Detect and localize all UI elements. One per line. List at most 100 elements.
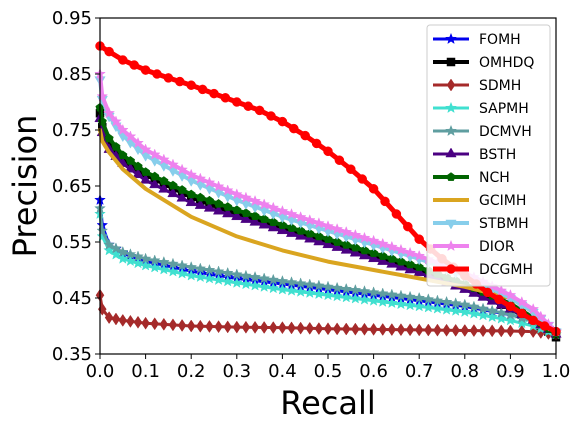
data-point xyxy=(231,210,243,221)
data-point xyxy=(118,55,128,65)
series-sdmh xyxy=(95,288,561,341)
data-point xyxy=(167,158,179,170)
legend-item-sdmh: SDMH xyxy=(433,78,521,94)
data-point xyxy=(451,323,460,337)
legend-item-gcimh: GCIMH xyxy=(433,193,526,209)
data-point xyxy=(286,223,297,232)
data-point xyxy=(194,172,207,184)
legend-marker xyxy=(446,78,456,92)
data-point xyxy=(395,297,407,310)
data-point xyxy=(258,280,271,292)
data-point xyxy=(385,240,398,252)
data-point xyxy=(413,300,426,312)
data-point xyxy=(267,282,280,294)
data-point xyxy=(312,217,325,229)
data-point xyxy=(414,234,424,244)
data-point xyxy=(312,287,325,300)
data-point xyxy=(478,324,488,338)
data-point xyxy=(249,215,261,226)
data-point xyxy=(413,291,426,304)
data-point xyxy=(285,227,298,237)
data-point xyxy=(296,321,305,335)
data-point xyxy=(458,305,471,318)
legend-item-sapmh: SAPMH xyxy=(433,101,529,117)
data-point xyxy=(132,257,144,269)
data-point xyxy=(377,255,389,265)
data-point xyxy=(249,279,261,291)
data-point xyxy=(527,302,540,315)
data-point xyxy=(167,257,179,269)
data-point xyxy=(232,320,242,334)
data-point xyxy=(413,266,425,277)
data-point xyxy=(159,176,169,185)
data-point xyxy=(110,242,122,254)
data-point xyxy=(140,65,151,75)
data-point xyxy=(349,246,361,257)
data-point xyxy=(132,168,144,179)
data-point xyxy=(303,278,316,290)
data-point xyxy=(458,298,471,310)
data-point xyxy=(141,167,151,176)
data-point xyxy=(241,320,251,334)
data-point xyxy=(96,90,109,102)
data-point xyxy=(157,153,170,165)
data-point xyxy=(133,315,143,329)
x-tick-label: 0.4 xyxy=(268,361,297,382)
data-point xyxy=(152,69,162,79)
data-point xyxy=(258,218,270,229)
legend-item-dior: DIOR xyxy=(433,239,515,255)
data-point xyxy=(285,276,298,288)
data-point xyxy=(116,245,129,258)
x-tick-label: 0.5 xyxy=(314,361,343,382)
data-point xyxy=(303,286,316,298)
data-point xyxy=(276,224,289,235)
data-point xyxy=(414,262,424,272)
data-point xyxy=(322,280,334,292)
data-point xyxy=(477,302,489,314)
data-point xyxy=(267,201,280,213)
data-point xyxy=(148,148,161,160)
data-point xyxy=(116,123,129,136)
data-point xyxy=(133,161,143,171)
data-point xyxy=(515,316,528,329)
data-point xyxy=(440,295,453,308)
y-tick-label: 0.85 xyxy=(52,64,92,85)
data-point xyxy=(296,225,306,235)
x-tick-label: 1.0 xyxy=(542,361,571,382)
data-point xyxy=(148,254,161,266)
data-point xyxy=(468,300,480,312)
data-point xyxy=(350,242,360,252)
data-point xyxy=(132,136,144,149)
data-point xyxy=(125,155,135,165)
data-point xyxy=(323,146,333,157)
data-point xyxy=(322,288,334,301)
data-point xyxy=(177,185,187,194)
data-point xyxy=(196,319,205,333)
data-point xyxy=(312,279,325,291)
data-point xyxy=(110,248,122,260)
data-point xyxy=(168,180,178,190)
data-point xyxy=(116,252,129,264)
data-point xyxy=(314,231,324,241)
legend-item-dcmvh: DCMVH xyxy=(433,124,532,140)
data-point xyxy=(313,235,325,246)
data-point xyxy=(232,205,242,214)
data-point xyxy=(369,248,379,258)
legend-marker xyxy=(445,239,457,252)
data-point xyxy=(346,164,356,174)
data-point xyxy=(103,238,116,250)
legend-item-nch: NCH xyxy=(433,170,510,186)
data-point xyxy=(422,293,435,305)
data-point xyxy=(240,278,252,290)
data-point xyxy=(495,312,508,324)
data-point xyxy=(103,106,116,119)
data-point xyxy=(126,314,135,328)
data-point xyxy=(460,324,470,337)
legend-label: DCGMH xyxy=(479,262,533,278)
data-point xyxy=(376,237,389,249)
data-point xyxy=(163,73,174,83)
data-point xyxy=(341,322,351,336)
data-point xyxy=(266,111,276,121)
data-point xyxy=(385,296,398,309)
